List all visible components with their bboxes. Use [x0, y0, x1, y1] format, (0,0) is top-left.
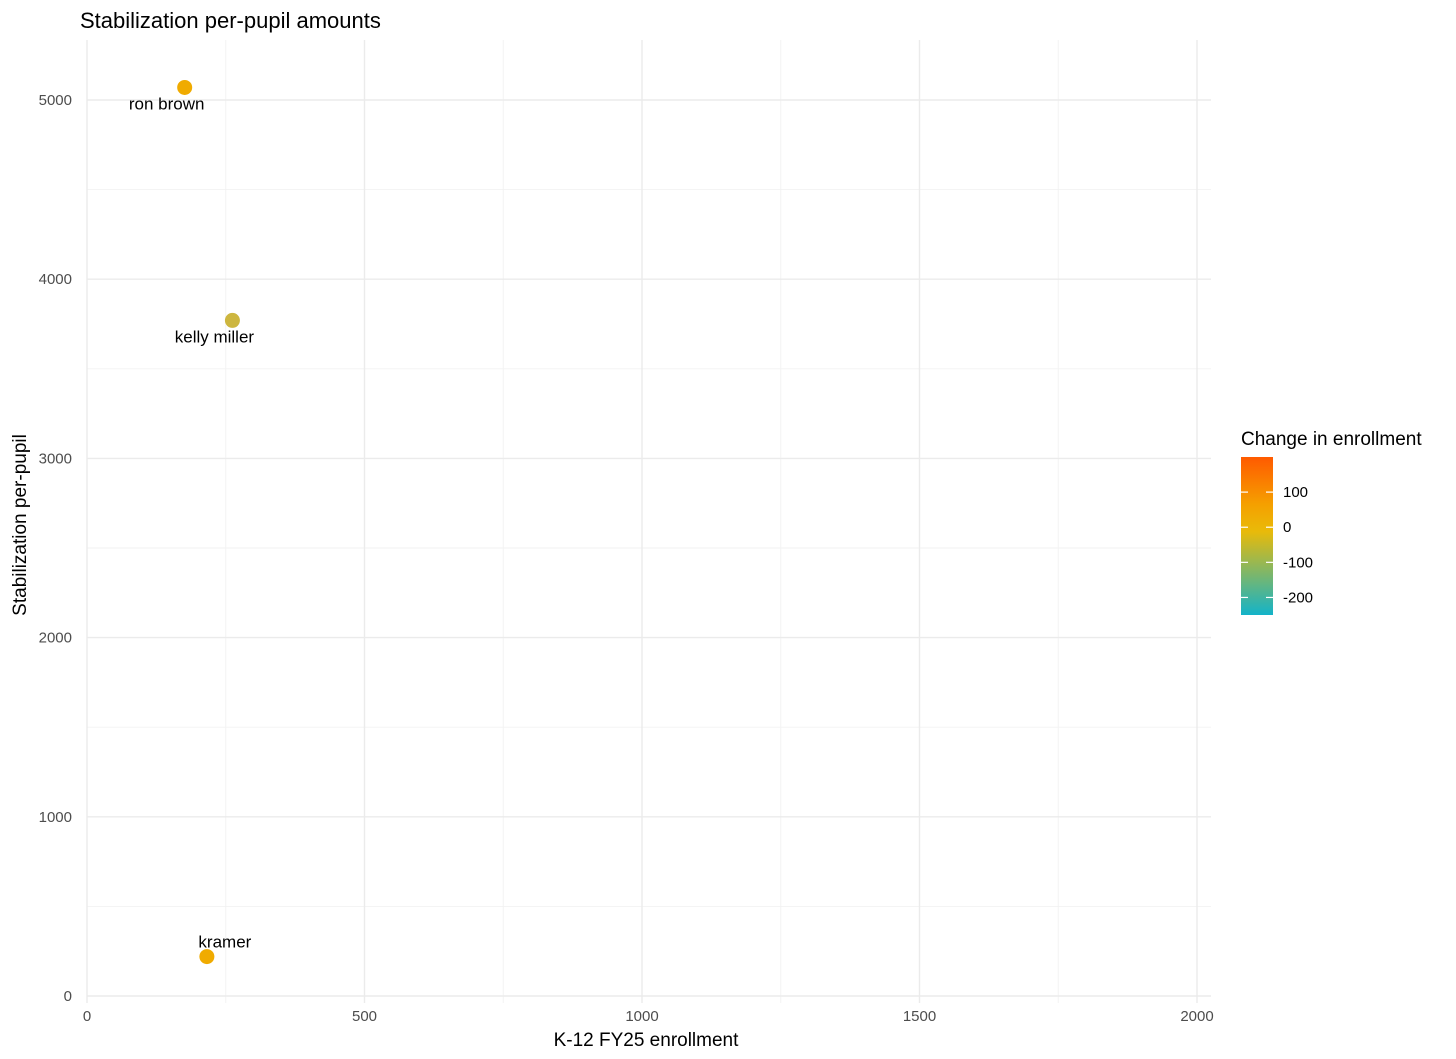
legend-ticks: 100 0 -100 -200: [1241, 484, 1313, 606]
data-point: [199, 949, 215, 965]
data-point: [224, 312, 240, 328]
legend-tick-label: 100: [1283, 484, 1308, 501]
axis-ticks: 0 500 1000 1500 2000 0 1000 2000 3000 4000 5000: [39, 92, 1214, 1025]
y-tick-label: 5000: [39, 92, 72, 109]
y-tick-label: 4000: [39, 271, 72, 288]
x-tick-label: 500: [352, 1008, 377, 1025]
data-points: ron brown kelly miller kramer: [129, 79, 255, 965]
legend-tick-label: -100: [1283, 554, 1313, 571]
point-label: ron brown: [129, 94, 205, 113]
x-tick-label: 0: [83, 1008, 91, 1025]
x-tick-label: 1000: [625, 1008, 658, 1025]
y-tick-label: 1000: [39, 809, 72, 826]
point-label: kramer: [198, 933, 251, 952]
y-axis-title: Stabilization per-pupil: [10, 434, 31, 616]
legend-title: Change in enrollment: [1241, 429, 1422, 450]
chart-title: Stabilization per-pupil amounts: [80, 8, 381, 33]
x-tick-label: 1500: [903, 1008, 936, 1025]
x-axis-title: K-12 FY25 enrollment: [554, 1030, 740, 1051]
y-tick-label: 3000: [39, 450, 72, 467]
x-tick-label: 2000: [1180, 1008, 1213, 1025]
point-label: kelly miller: [175, 327, 255, 346]
color-legend: Change in enrollment 100 0 -100 -200: [1241, 429, 1422, 615]
y-tick-label: 2000: [39, 630, 72, 647]
legend-tick-label: 0: [1283, 519, 1291, 536]
data-point: [177, 79, 193, 95]
legend-tick-label: -200: [1283, 589, 1313, 606]
legend-colorbar: [1241, 457, 1273, 615]
y-tick-label: 0: [64, 988, 72, 1005]
grid: [86, 40, 1211, 1003]
